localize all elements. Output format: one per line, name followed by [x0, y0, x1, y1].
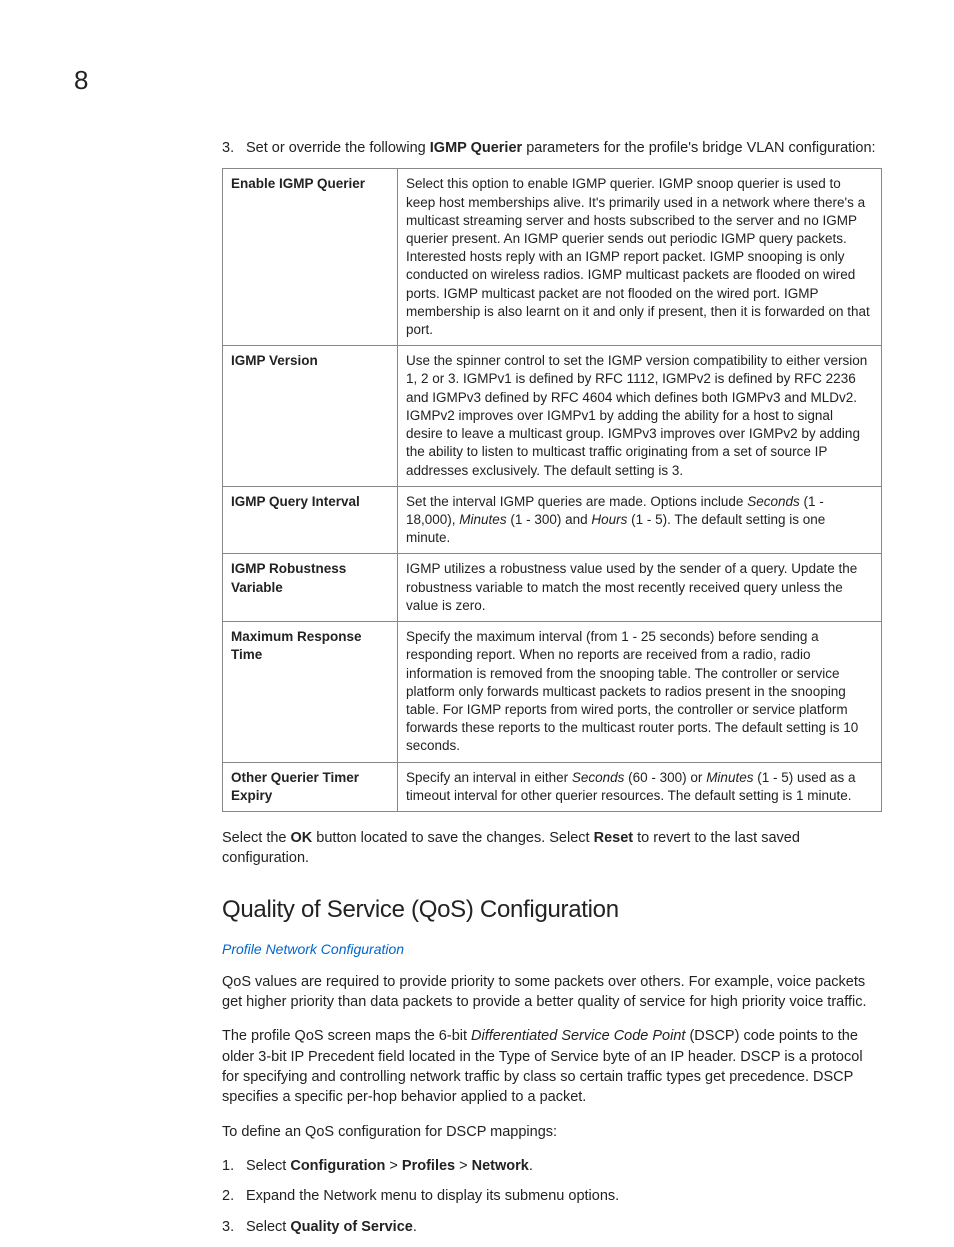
step-sep: > [385, 1158, 402, 1174]
param-label: Maximum Response Time [223, 622, 398, 763]
param-desc: Specify the maximum interval (from 1 - 2… [398, 622, 882, 763]
table-row: Enable IGMP Querier Select this option t… [223, 169, 882, 346]
step-bold: Quality of Service [290, 1219, 413, 1235]
param-label: Other Querier Timer Expiry [223, 762, 398, 811]
qos-para-1: QoS values are required to provide prior… [222, 972, 882, 1013]
param-label: Enable IGMP Querier [223, 169, 398, 346]
table-row: Other Querier Timer Expiry Specify an in… [223, 762, 882, 811]
param-desc: Select this option to enable IGMP querie… [398, 169, 882, 346]
desc-italic: Hours [591, 512, 627, 527]
qos-steps: 1.Select Configuration > Profiles > Netw… [222, 1156, 882, 1237]
para-italic: Differentiated Service Code Point [471, 1028, 685, 1044]
list-item: 1.Select Configuration > Profiles > Netw… [222, 1156, 882, 1176]
desc-italic: Minutes [459, 512, 506, 527]
desc-italic: Seconds [747, 494, 800, 509]
step-text-suffix: parameters for the profile's bridge VLAN… [522, 140, 875, 156]
desc-text: Set the interval IGMP queries are made. … [406, 494, 747, 509]
para-text: Select the [222, 830, 291, 846]
step-text: Select [246, 1158, 290, 1174]
after-table-para: Select the OK button located to save the… [222, 828, 882, 869]
para-bold: Reset [594, 830, 634, 846]
page-content: 3.Set or override the following IGMP Que… [222, 138, 882, 1247]
param-label: IGMP Robustness Variable [223, 554, 398, 622]
table-row: Maximum Response Time Specify the maximu… [223, 622, 882, 763]
section-heading-qos: Quality of Service (QoS) Configuration [222, 893, 882, 927]
step-text: Select [246, 1219, 290, 1235]
para-bold: OK [291, 830, 313, 846]
step-text-bold: IGMP Querier [430, 140, 522, 156]
step-bold: Profiles [402, 1158, 455, 1174]
desc-text: (60 - 300) or [624, 770, 706, 785]
para-text: button located to save the changes. Sele… [312, 830, 593, 846]
igmp-querier-table: Enable IGMP Querier Select this option t… [222, 168, 882, 812]
list-item: 3.Select Quality of Service. [222, 1217, 882, 1237]
step-text: Expand the Network menu to display its s… [246, 1188, 619, 1204]
desc-italic: Seconds [572, 770, 625, 785]
desc-italic: Minutes [706, 770, 753, 785]
qos-para-2: The profile QoS screen maps the 6-bit Di… [222, 1026, 882, 1107]
profile-network-link[interactable]: Profile Network Configuration [222, 940, 882, 960]
param-desc: Set the interval IGMP queries are made. … [398, 486, 882, 554]
step-number: 2. [222, 1186, 246, 1206]
table-row: IGMP Query Interval Set the interval IGM… [223, 486, 882, 554]
desc-text: (1 - 300) and [507, 512, 592, 527]
step-number: 3. [222, 138, 246, 158]
step-bold: Configuration [290, 1158, 385, 1174]
table-row: IGMP Robustness Variable IGMP utilizes a… [223, 554, 882, 622]
step-text-prefix: Set or override the following [246, 140, 430, 156]
param-desc: IGMP utilizes a robustness value used by… [398, 554, 882, 622]
para-text: The profile QoS screen maps the 6-bit [222, 1028, 471, 1044]
step-text: . [529, 1158, 533, 1174]
list-item: 2.Expand the Network menu to display its… [222, 1186, 882, 1206]
table-row: IGMP Version Use the spinner control to … [223, 346, 882, 487]
qos-para-3: To define an QoS configuration for DSCP … [222, 1122, 882, 1142]
param-label: IGMP Version [223, 346, 398, 487]
step-sep: > [455, 1158, 472, 1174]
step-bold: Network [472, 1158, 529, 1174]
step-number: 3. [222, 1217, 246, 1237]
intro-step: 3.Set or override the following IGMP Que… [222, 138, 882, 158]
desc-text: Specify an interval in either [406, 770, 572, 785]
step-number: 1. [222, 1156, 246, 1176]
step-text: . [413, 1219, 417, 1235]
param-desc: Specify an interval in either Seconds (6… [398, 762, 882, 811]
param-label: IGMP Query Interval [223, 486, 398, 554]
page-number: 8 [74, 62, 88, 98]
param-desc: Use the spinner control to set the IGMP … [398, 346, 882, 487]
